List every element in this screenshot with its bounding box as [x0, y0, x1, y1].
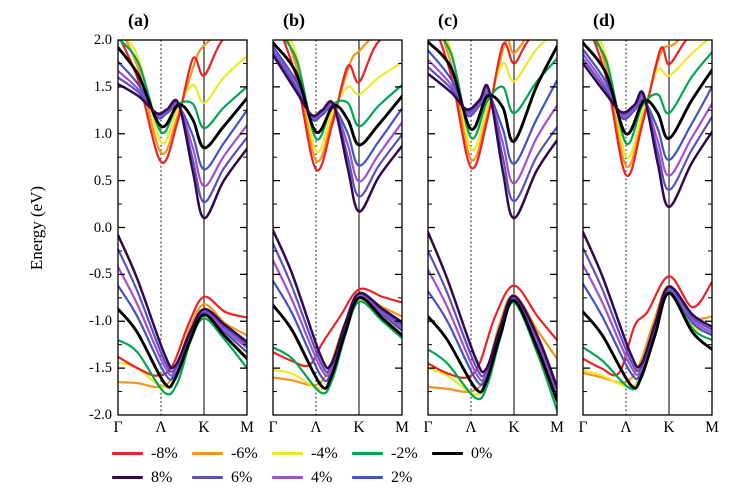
- band-vb-m8pct: [118, 295, 247, 377]
- legend-label: 2%: [391, 469, 413, 486]
- band-vb-m2pct: [118, 317, 247, 396]
- band-cb-m2pct: [593, 40, 712, 146]
- x-tick-label: Γ: [268, 419, 278, 436]
- x-tick-label: Γ: [423, 419, 433, 436]
- band-cb-m2pct: [284, 40, 402, 141]
- legend-item-4pct: 4%: [272, 468, 352, 487]
- x-tick-label: K: [663, 419, 675, 436]
- legend-item-8pct: 8%: [112, 468, 192, 487]
- panel-label-c: (c): [438, 10, 458, 30]
- band-vb-m8pct: [273, 287, 402, 368]
- legend-item-6pct: 6%: [192, 468, 272, 487]
- y-tick-label: -1.5: [89, 360, 112, 377]
- band-vb-m8pct: [583, 275, 712, 377]
- y-tick-label: -2.0: [89, 407, 112, 423]
- band-vb-6pct: [583, 247, 712, 373]
- x-tick-label: Γ: [113, 419, 123, 436]
- band-vb-8pct: [118, 233, 247, 370]
- x-tick-label: Λ: [465, 419, 477, 436]
- legend-label: -2%: [391, 445, 418, 462]
- x-tick-label: M: [395, 419, 409, 436]
- legend-line-swatch: [192, 452, 223, 455]
- y-axis-title: Energy (eV): [27, 185, 46, 271]
- y-tick-label: 2.0: [93, 32, 112, 48]
- band-cb-8pct: [583, 62, 712, 209]
- legend-label: -4%: [311, 445, 338, 462]
- legend-label: -8%: [151, 445, 178, 462]
- legend-label: 8%: [151, 469, 173, 486]
- legend-line-swatch: [352, 476, 383, 479]
- legend-line-swatch: [272, 452, 303, 455]
- band-cb-m8pct: [282, 40, 382, 172]
- band-cb-0pct: [118, 46, 247, 150]
- legend-line-swatch: [112, 452, 143, 455]
- band-vb-0pct: [118, 307, 247, 389]
- legend-item-m4pct: -4%: [272, 444, 352, 463]
- band-cb-m8pct: [592, 40, 688, 178]
- legend-item-0pct: 0%: [432, 444, 512, 463]
- band-vb-0pct: [273, 296, 402, 390]
- legend-line-swatch: [352, 452, 383, 455]
- band-cb-4pct: [118, 69, 247, 188]
- y-tick-label: 1.5: [93, 78, 112, 95]
- band-cb-0pct: [428, 40, 557, 143]
- x-tick-label: K: [198, 419, 210, 436]
- band-vb-0pct: [583, 291, 712, 390]
- x-tick-label: K: [353, 419, 365, 436]
- band-cb-8pct: [273, 53, 402, 213]
- band-cb-m2pct: [442, 40, 557, 140]
- y-tick-label: -0.5: [89, 266, 112, 283]
- band-vb-8pct: [273, 229, 402, 370]
- legend-label: 4%: [311, 469, 333, 486]
- band-cb-4pct: [428, 58, 557, 185]
- legend-item-2pct: 2%: [352, 468, 432, 487]
- band-vb-8pct: [583, 230, 712, 369]
- band-cb-8pct: [428, 72, 557, 220]
- panel-label-a: (a): [128, 10, 149, 30]
- x-tick-label: M: [240, 419, 254, 436]
- legend-item-m8pct: -8%: [112, 444, 192, 463]
- x-tick-label: M: [550, 419, 564, 436]
- x-tick-label: K: [508, 419, 520, 436]
- panel-label-b: (b): [283, 10, 305, 30]
- x-tick-label: Γ: [578, 419, 588, 436]
- legend: -8% -6% -4% -2% 0% 8% 6% 4% 2%: [112, 444, 512, 487]
- x-tick-label: Λ: [155, 419, 167, 436]
- y-tick-label: 0.5: [93, 172, 112, 189]
- x-tick-label: Λ: [620, 419, 632, 436]
- band-cb-0pct: [583, 41, 712, 140]
- band-cb-0pct: [273, 41, 402, 147]
- band-vb-8pct: [428, 230, 557, 389]
- legend-line-swatch: [112, 476, 143, 479]
- band-cb-m2pct: [118, 40, 247, 135]
- band-vb-0pct: [428, 299, 557, 403]
- legend-line-swatch: [272, 476, 303, 479]
- y-tick-label: 1.0: [93, 125, 112, 142]
- legend-item-m6pct: -6%: [192, 444, 272, 463]
- legend-label: 0%: [471, 445, 493, 462]
- band-vb-m8pct: [428, 284, 557, 379]
- y-tick-label: 0.0: [93, 219, 112, 236]
- band-cb-6pct: [583, 57, 712, 192]
- band-cb-m4pct: [126, 40, 247, 145]
- legend-label: 6%: [231, 469, 253, 486]
- legend-label: -6%: [231, 445, 258, 462]
- legend-line-swatch: [192, 476, 223, 479]
- y-tick-label: -1.0: [89, 313, 112, 330]
- x-tick-label: Λ: [310, 419, 322, 436]
- panel-label-d: (d): [593, 10, 615, 30]
- band-cb-8pct: [118, 82, 247, 220]
- x-tick-label: M: [705, 419, 719, 436]
- legend-line-swatch: [432, 452, 463, 455]
- legend-item-m2pct: -2%: [352, 444, 432, 463]
